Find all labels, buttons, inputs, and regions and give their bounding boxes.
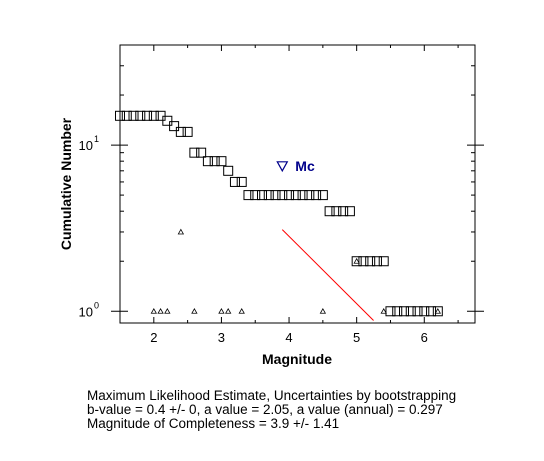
cumulative-point [182, 126, 193, 137]
noncumulative-point [191, 307, 198, 314]
cumulative-point [162, 115, 173, 126]
cumulative-point [229, 176, 240, 187]
noncumulative-point [157, 307, 164, 314]
noncumulative-point [164, 307, 171, 314]
cumulative-point [270, 190, 281, 201]
x-tick-label: 3 [218, 330, 225, 345]
cumulative-point [351, 256, 362, 267]
cumulative-point [385, 306, 396, 317]
caption-line-1: Maximum Likelihood Estimate, Uncertainti… [87, 388, 457, 403]
cumulative-point [311, 190, 322, 201]
cumulative-point [175, 126, 186, 137]
cumulative-point [142, 110, 153, 121]
cumulative-point [209, 156, 220, 167]
y-axis-title: Cumulative Number [58, 117, 74, 250]
cumulative-point [365, 256, 376, 267]
cumulative-point [304, 190, 315, 201]
cumulative-point [243, 190, 254, 201]
cumulative-point [189, 147, 200, 158]
cumulative-point [331, 206, 342, 217]
cumulative-point [250, 190, 261, 201]
y-tick-exponent: 1 [94, 134, 99, 144]
mc-group: Mc [276, 158, 315, 174]
noncumulative-point [150, 307, 157, 314]
cumulative-point [399, 306, 409, 317]
caption-line-2: b-value = 0.4 +/- 0, a value = 2.05, a v… [87, 402, 443, 417]
cumulative-point [121, 110, 132, 121]
y-tick-label: 10 [79, 138, 93, 153]
cumulative-point [128, 110, 139, 121]
x-tick-label: 4 [285, 330, 292, 345]
cumulative-point [344, 206, 355, 217]
cumulative-point [432, 306, 443, 317]
cumulative-point [338, 206, 349, 217]
noncumulative-point [319, 307, 327, 314]
cumulative-point [216, 156, 227, 167]
noncumulative-series [150, 228, 441, 314]
cumulative-point [405, 306, 416, 317]
noncumulative-point [218, 307, 225, 314]
noncumulative-point [380, 307, 387, 314]
cumulative-point [196, 147, 207, 158]
cumulative-point [412, 306, 423, 317]
caption-line-3: Magnitude of Completeness = 3.9 +/- 1.41 [87, 416, 340, 431]
x-tick-label: 2 [150, 330, 157, 345]
cumulative-point [202, 156, 213, 167]
cumulative-point [223, 165, 234, 176]
cumulative-point [290, 190, 301, 201]
mc-marker [276, 161, 289, 173]
cumulative-point [317, 190, 328, 201]
cumulative-point [169, 121, 180, 132]
cumulative-point [358, 256, 369, 267]
noncumulative-point [434, 307, 441, 314]
results-caption: Maximum Likelihood Estimate, Uncertainti… [87, 389, 456, 431]
cumulative-point [148, 110, 159, 121]
cumulative-point [115, 110, 125, 121]
cumulative-point [419, 306, 430, 317]
cumulative-point [284, 190, 295, 201]
noncumulative-point [177, 228, 185, 235]
y-tick-label: 10 [79, 304, 93, 319]
cumulative-point [263, 190, 274, 201]
cumulative-point [426, 306, 437, 317]
x-axis-title: Magnitude [262, 351, 332, 367]
cumulative-series [115, 110, 443, 317]
fit-line [281, 229, 374, 321]
cumulative-point [277, 190, 288, 201]
cumulative-point [135, 110, 146, 121]
noncumulative-point [353, 257, 360, 264]
mc-label: Mc [295, 158, 315, 174]
cumulative-point [297, 190, 308, 201]
cumulative-point [324, 206, 335, 217]
noncumulative-point [238, 307, 245, 314]
plot-frame [119, 44, 476, 324]
y-tick-exponent: 0 [94, 300, 99, 310]
cumulative-point [371, 256, 382, 267]
x-tick-label: 5 [353, 330, 360, 345]
fit-line-group [281, 229, 374, 321]
cumulative-point [257, 190, 267, 201]
x-tick-label: 6 [421, 330, 428, 345]
cumulative-point [392, 306, 403, 317]
cumulative-point [236, 176, 247, 187]
noncumulative-point [225, 307, 232, 314]
cumulative-point [378, 256, 389, 267]
